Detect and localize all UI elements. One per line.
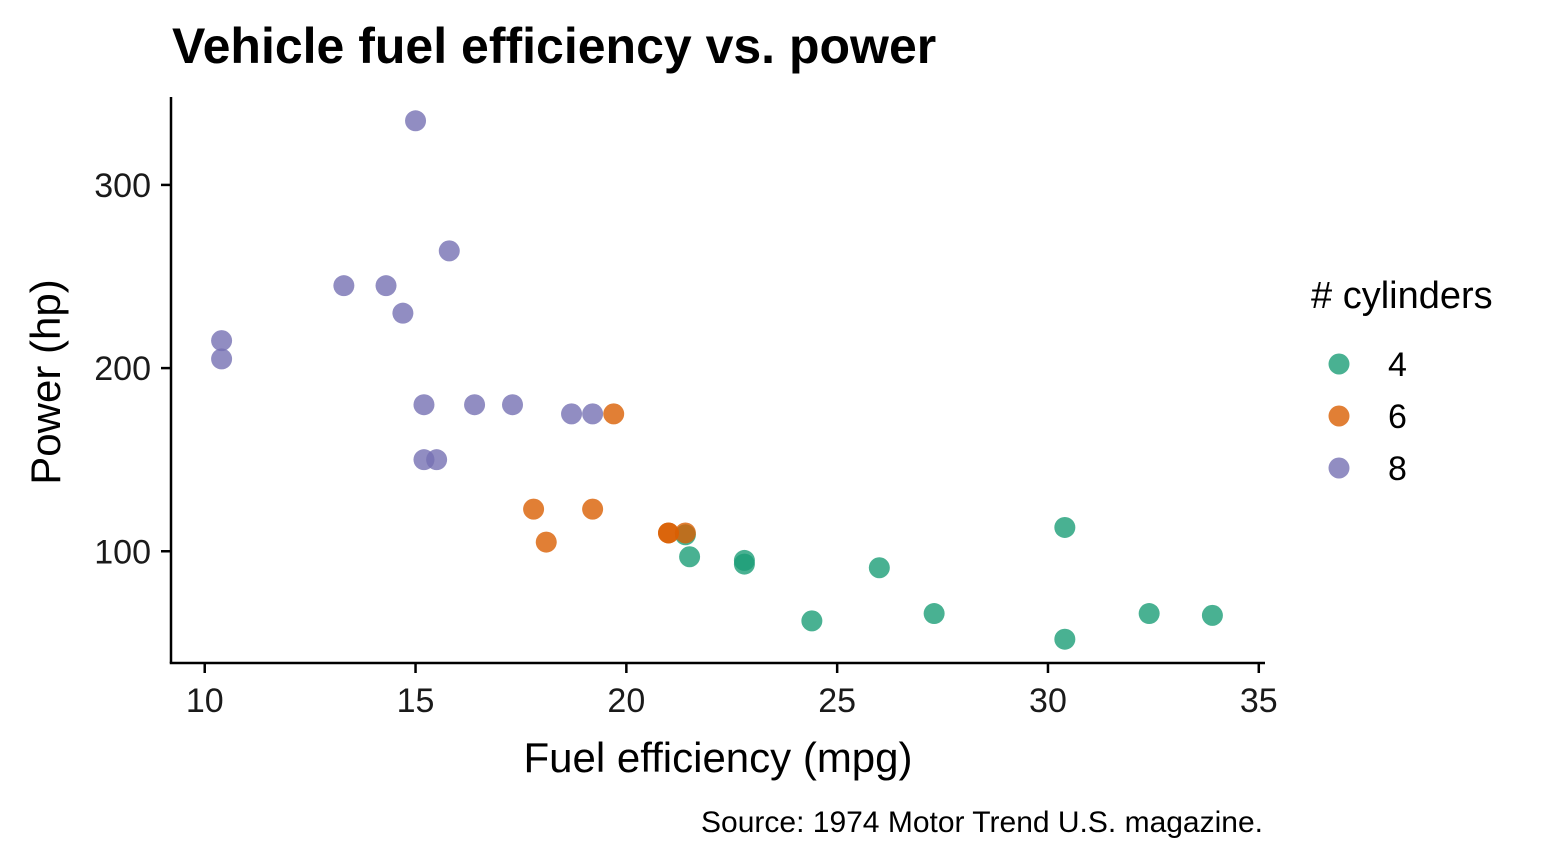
data-point-cyl-6 (674, 522, 696, 544)
data-point-cyl-8 (211, 330, 233, 352)
data-point-cyl-4 (801, 610, 823, 632)
data-point-cyl-6 (658, 522, 680, 544)
data-point-cyl-4 (868, 557, 890, 579)
legend-label-4: 4 (1388, 346, 1407, 384)
chart-title: Vehicle fuel efficiency vs. power (172, 18, 936, 74)
data-point-cyl-8 (502, 394, 524, 416)
y-axis-title: Power (hp) (22, 279, 69, 484)
data-point-cyl-4 (1201, 604, 1223, 626)
data-point-cyl-8 (333, 275, 355, 297)
data-point-cyl-4 (1054, 628, 1076, 650)
x-tick-label: 25 (818, 682, 856, 720)
legend-key-8 (1328, 457, 1350, 479)
x-axis-title: Fuel efficiency (mpg) (523, 734, 912, 781)
x-tick-label: 30 (1029, 682, 1067, 720)
y-tick-label: 300 (94, 167, 151, 205)
y-axis-ticks: 100 200 300 (94, 167, 171, 571)
x-tick-label: 15 (397, 682, 435, 720)
data-point-cyl-6 (582, 498, 604, 520)
y-tick-label: 100 (94, 533, 151, 571)
data-point-cyl-4 (1054, 516, 1076, 538)
x-tick-label: 20 (607, 682, 645, 720)
data-point-cyl-8 (392, 302, 414, 324)
x-axis-ticks: 10 15 20 25 30 35 (186, 663, 1278, 720)
data-point-cyl-8 (375, 275, 397, 297)
legend-label-6: 6 (1388, 398, 1407, 436)
legend: 4 6 8 (1328, 346, 1407, 488)
data-point-cyl-6 (535, 531, 557, 553)
data-point-cyl-8 (413, 449, 435, 471)
legend-label-8: 8 (1388, 450, 1407, 488)
legend-key-6 (1328, 405, 1350, 427)
data-point-cyl-8 (413, 394, 435, 416)
points-layer (211, 110, 1223, 650)
x-tick-label: 35 (1240, 682, 1278, 720)
data-point-cyl-8 (582, 403, 604, 425)
data-point-cyl-4 (1138, 603, 1160, 625)
data-point-cyl-8 (211, 348, 233, 370)
legend-title: # cylinders (1311, 275, 1493, 317)
data-point-cyl-8 (464, 394, 486, 416)
data-point-cyl-8 (405, 110, 427, 132)
data-point-cyl-4 (733, 549, 755, 571)
data-point-cyl-6 (523, 498, 545, 520)
data-point-cyl-4 (923, 603, 945, 625)
data-point-cyl-4 (679, 546, 701, 568)
data-point-cyl-8 (561, 403, 583, 425)
chart-caption: Source: 1974 Motor Trend U.S. magazine. (701, 806, 1263, 839)
data-point-cyl-6 (603, 403, 625, 425)
x-tick-label: 10 (186, 682, 224, 720)
y-tick-label: 200 (94, 350, 151, 388)
legend-key-4 (1328, 353, 1350, 375)
data-point-cyl-8 (438, 240, 460, 262)
